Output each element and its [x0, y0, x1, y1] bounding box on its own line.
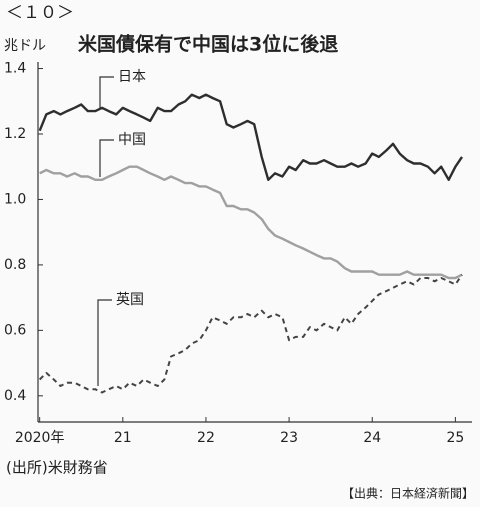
- y-tick-label: 1.2: [4, 126, 26, 142]
- leader-line: [99, 76, 114, 108]
- series-label: 中国: [118, 132, 146, 148]
- series-line: [38, 93, 463, 181]
- x-tick-label: 22: [197, 430, 215, 446]
- series-line: [39, 165, 463, 280]
- series-line: [38, 274, 463, 394]
- x-tick-label: 21: [114, 430, 132, 446]
- y-unit: 兆ドル: [4, 38, 46, 54]
- credit: 【出典：日本経済新聞】: [342, 486, 474, 501]
- y-tick-label: 0.8: [4, 257, 26, 273]
- series-label: 英国: [116, 291, 144, 308]
- x-tick-label: 24: [363, 430, 381, 446]
- x-tick-label: 2020年: [15, 430, 65, 446]
- y-tick-label: 1.0: [4, 191, 26, 207]
- y-tick-label: 0.6: [4, 322, 26, 338]
- x-tick-label: 25: [446, 430, 464, 446]
- y-tick-label: 1.4: [4, 61, 26, 77]
- x-tick-label: 23: [280, 430, 298, 446]
- source-note: (出所)米財務省: [6, 459, 108, 477]
- leader-line: [97, 299, 112, 386]
- y-tick-label: 0.4: [4, 388, 26, 404]
- page-label: ＜１０＞: [6, 3, 74, 23]
- chart-title: 米国債保有で中国は3位に後退: [78, 33, 338, 56]
- leader-line: [99, 139, 114, 177]
- series-label: 日本: [118, 69, 146, 85]
